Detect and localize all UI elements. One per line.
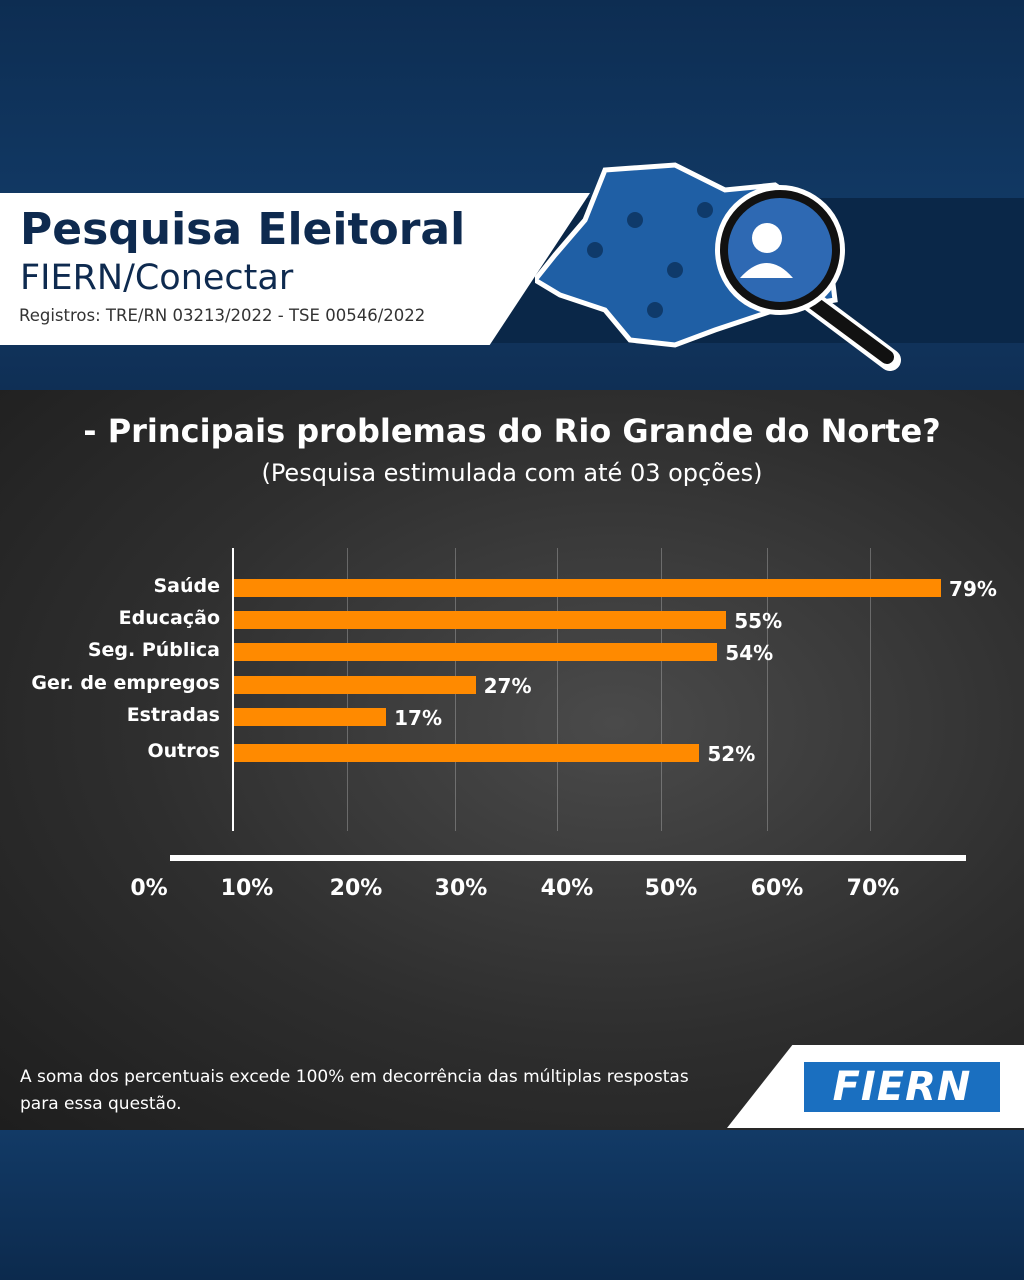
footnote: A soma dos percentuais excede 100% em de…	[20, 1067, 689, 1114]
x-tick-label: 10%	[220, 876, 274, 901]
bar	[234, 744, 700, 762]
question-title: - Principais problemas do Rio Grande do …	[83, 412, 941, 450]
value-label: 55%	[734, 609, 783, 633]
y-axis	[232, 548, 234, 831]
registration-text: Registros: TRE/RN 03213/2022 - TSE 00546…	[19, 306, 426, 325]
fiern-logo: FIERN	[804, 1062, 1000, 1112]
x-tick-label: 40%	[540, 876, 594, 901]
value-label: 54%	[725, 641, 774, 665]
rn-map-magnifier-icon	[535, 162, 901, 371]
header-panel	[0, 193, 590, 345]
bar	[234, 579, 942, 597]
bar	[234, 708, 387, 726]
bar	[234, 611, 727, 629]
x-tick-label: 0%	[130, 876, 168, 901]
value-label: 52%	[707, 742, 756, 766]
x-tick-label: 20%	[329, 876, 383, 901]
bottom-background	[0, 1130, 1024, 1280]
question-subtitle: (Pesquisa estimulada com até 03 opções)	[261, 459, 763, 487]
gridline	[870, 548, 871, 831]
x-tick-label: 50%	[644, 876, 698, 901]
category-label: Seg. Pública	[87, 639, 220, 661]
category-label: Estradas	[126, 704, 220, 726]
category-label: Ger. de empregos	[31, 672, 220, 694]
x-tick-label: 70%	[846, 876, 900, 901]
page-title: Pesquisa Eleitoral	[20, 204, 466, 255]
x-axis	[170, 855, 966, 861]
value-label: 79%	[949, 577, 997, 601]
bar	[234, 676, 476, 694]
x-tick-label: 60%	[750, 876, 804, 901]
value-label: 27%	[483, 674, 532, 698]
gridline	[661, 548, 662, 831]
category-label: Outros	[147, 740, 221, 762]
gridline	[557, 548, 558, 831]
gridline	[767, 548, 768, 831]
bar	[234, 643, 718, 661]
category-label: Educação	[118, 607, 220, 629]
x-tick-label: 30%	[434, 876, 488, 901]
value-label: 17%	[394, 706, 443, 730]
page-subtitle: FIERN/Conectar	[20, 258, 294, 298]
category-label: Saúde	[153, 575, 220, 597]
